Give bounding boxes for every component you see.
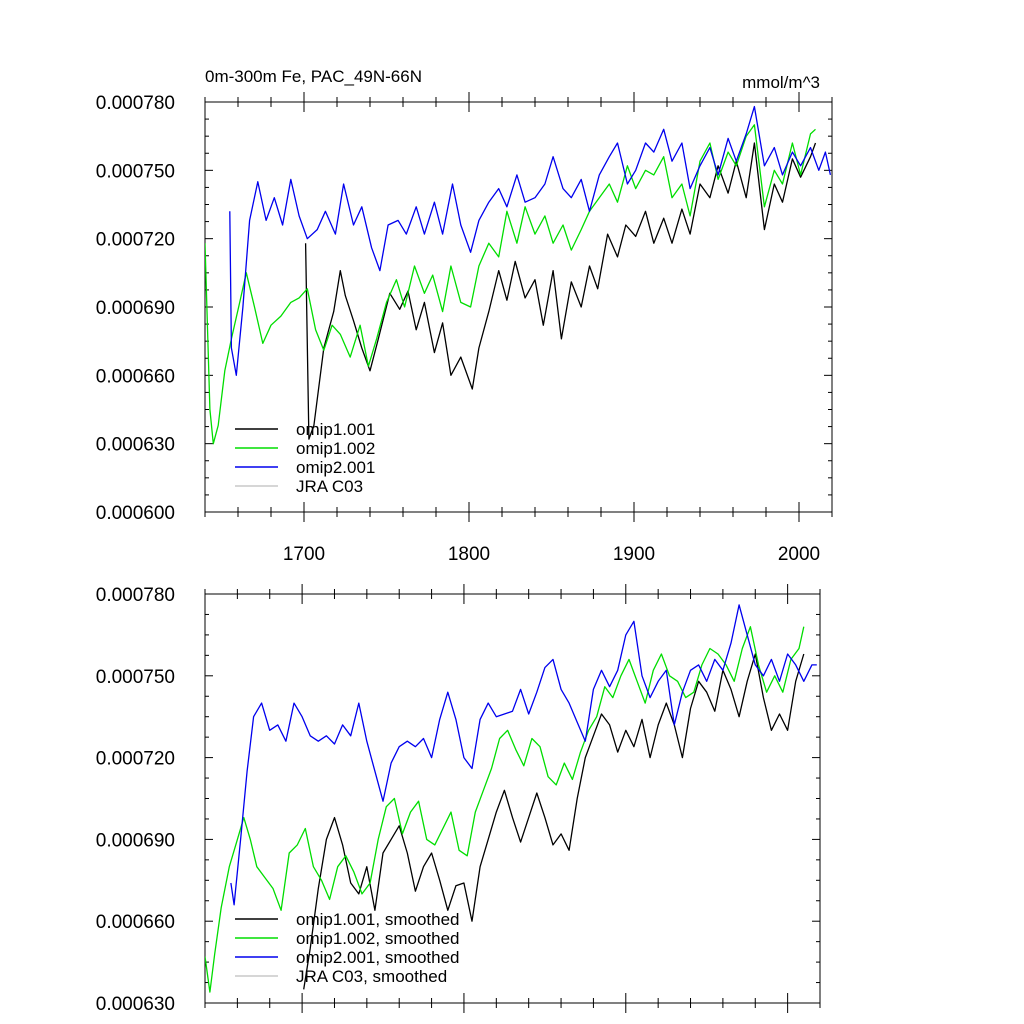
y-tick-label: 0.000660: [96, 366, 175, 387]
x-tick-label: 1900: [613, 544, 655, 565]
legend-label: JRA C03, smoothed: [296, 967, 447, 986]
legend-label: omip1.001, smoothed: [296, 910, 460, 929]
x-tick-label: 2000: [778, 544, 820, 565]
y-tick-label: 0.000780: [96, 93, 175, 114]
legend-label: omip1.002, smoothed: [296, 929, 460, 948]
chart-units: mmol/m^3: [742, 73, 820, 92]
series-line-omip2-001-smoothed: [230, 604, 817, 906]
y-tick-label: 0.000630: [96, 994, 175, 1015]
chart-title: 0m-300m Fe, PAC_49N-66N: [205, 67, 422, 86]
series-line-omip2-001: [229, 105, 832, 376]
y-tick-label: 0.000630: [96, 435, 175, 456]
y-tick-label: 0.000600: [96, 503, 175, 524]
legend-label: JRA C03: [296, 477, 363, 496]
y-tick-label: 0.000660: [96, 912, 175, 933]
chart-panel-2: 0.000630 0.000660 0.000690 0.000720 0.000750…: [96, 584, 821, 1015]
legend-label: omip1.002: [296, 439, 375, 458]
y-tick-label: 0.000720: [96, 749, 175, 770]
y-tick-label: 0.000780: [96, 585, 175, 606]
legend-label: omip1.001: [296, 420, 375, 439]
legend-label: omip2.001, smoothed: [296, 948, 460, 967]
y-tick-label: 0.000750: [96, 667, 175, 688]
y-tick-label: 0.000690: [96, 830, 175, 851]
y-tick-label: 0.000750: [96, 161, 175, 182]
y-tick-label: 0.000720: [96, 230, 175, 251]
series-line-omip1-001-smoothed: [303, 653, 805, 990]
series-line-omip1-002-smoothed: [205, 626, 805, 993]
y-tick-label: 0.000690: [96, 298, 175, 319]
series-line-omip1-001: [304, 142, 817, 440]
chart-panel-1: 0.000600 0.000630 0.000660 0.000690 0.000720…: [96, 67, 833, 565]
x-tick-label: 1800: [448, 544, 490, 565]
x-tick-label: 1700: [283, 544, 325, 565]
legend-label: omip2.001: [296, 458, 375, 477]
